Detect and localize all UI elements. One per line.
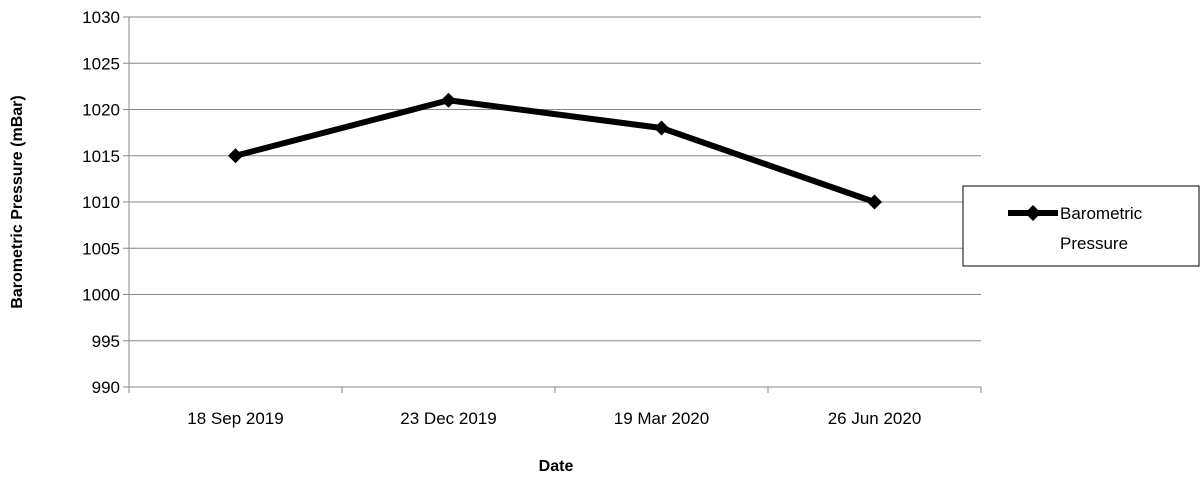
y-tick-label: 1020	[82, 101, 120, 120]
y-tick-label: 1010	[82, 193, 120, 212]
data-point-marker	[441, 92, 456, 108]
y-tick-label: 995	[92, 332, 120, 351]
y-axis-title: Barometric Pressure (mBar)	[9, 95, 26, 308]
x-tick-label: 19 Mar 2020	[614, 409, 709, 428]
y-tick-label: 1000	[82, 286, 120, 305]
legend-marker-diamond	[1025, 205, 1041, 221]
data-point-marker	[654, 120, 669, 136]
x-tick-label: 26 Jun 2020	[828, 409, 922, 428]
axes	[123, 16, 982, 393]
legend: Barometric Pressure	[962, 185, 1200, 267]
legend-label-line1: Barometric	[1060, 204, 1143, 223]
x-tick-labels: 18 Sep 2019 23 Dec 2019 19 Mar 2020 26 Jun …	[187, 409, 921, 428]
x-tick-label: 18 Sep 2019	[187, 409, 283, 428]
y-tick-label: 1030	[82, 8, 120, 27]
legend-box	[962, 185, 1200, 267]
legend-label-line2: Pressure	[1060, 234, 1128, 253]
data-point-marker	[228, 148, 243, 164]
series-line	[232, 97, 878, 205]
y-tick-label: 1025	[82, 54, 120, 73]
x-axis-title: Date	[539, 458, 574, 475]
data-point-marker	[867, 194, 882, 210]
y-tick-label: 990	[92, 378, 120, 397]
gridlines	[129, 16, 981, 342]
series-layer	[228, 92, 882, 210]
y-tick-label: 1005	[82, 239, 120, 258]
x-tick-label: 23 Dec 2019	[400, 409, 496, 428]
y-tick-labels: 990 995 1000 1005 1010 1015 1020 1025 1030	[82, 8, 120, 397]
y-tick-label: 1015	[82, 147, 120, 166]
